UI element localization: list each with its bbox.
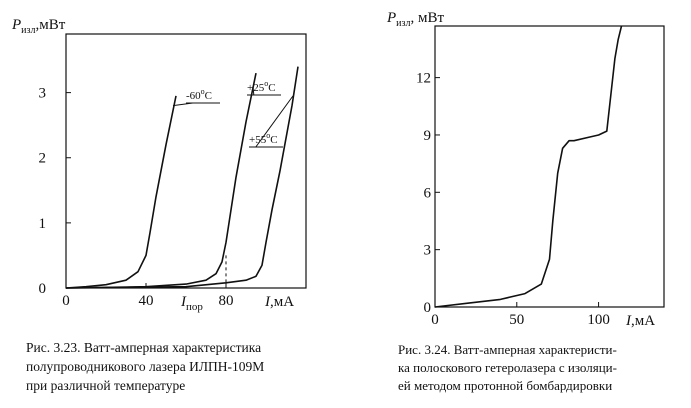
- caption-line: Рис. 3.23. Ватт-амперная характеристика: [26, 340, 262, 355]
- x-tick-label: 50: [509, 312, 524, 328]
- caption-line: ей методом протонной бомбардировки: [398, 378, 613, 393]
- chart2-plot-frame: [434, 25, 665, 308]
- chart1-ylabel: Pизл,мВт: [11, 17, 66, 36]
- x-tick-label: 80: [219, 293, 234, 309]
- caption-line: полупроводникового лазера ИЛПН-109М: [26, 359, 265, 374]
- series-label: +25oC: [247, 79, 276, 94]
- y-tick-label: 0: [424, 300, 432, 316]
- caption-line: ка полоскового гетеролазера с изоляци-: [398, 360, 617, 375]
- series-line: [65, 95, 177, 289]
- y-tick-label: 3: [424, 243, 432, 259]
- series-line: [65, 66, 299, 289]
- y-tick-label: 6: [424, 185, 432, 201]
- caption-line: при различной температуре: [26, 378, 186, 393]
- y-tick-label: 12: [416, 71, 431, 87]
- y-tick-label: 9: [424, 128, 432, 144]
- chart-heterolaser: Pизл, мВт 0 3 6 9 12 0 50 100 I,мА: [386, 10, 665, 329]
- y-tick-label: 0: [39, 281, 47, 297]
- series-label: -60oC: [186, 87, 212, 102]
- chart1-series-labels: -60oC +25oC +55oC: [172, 79, 294, 148]
- figure-3-24-caption: Рис. 3.24. Ватт-амперная характеристи- к…: [398, 341, 684, 395]
- series-line: [434, 25, 623, 308]
- caption-line: Рис. 3.24. Ватт-амперная характеристи-: [398, 342, 617, 357]
- chart1-threshold-label: Iпор: [180, 294, 203, 313]
- chart2-series: [434, 25, 623, 308]
- chart1-plot-frame: [65, 33, 307, 289]
- x-tick-label: 100: [587, 312, 610, 328]
- series-line: [65, 72, 257, 289]
- chart1-xlabel: I,мА: [264, 294, 294, 310]
- chart1-ticks: 0 1 2 3 0 40 80: [39, 86, 234, 309]
- chart1-series: [65, 66, 299, 289]
- x-tick-label: 0: [62, 293, 70, 309]
- x-tick-label: 40: [139, 293, 154, 309]
- chart2-ticks: 0 3 6 9 12 0 50 100: [416, 71, 610, 328]
- figure-3-23-caption: Рис. 3.23. Ватт-амперная характеристика …: [26, 338, 326, 395]
- y-tick-label: 1: [39, 216, 47, 232]
- label-leader-line: [172, 102, 193, 107]
- x-tick-label: 0: [431, 312, 439, 328]
- y-tick-label: 2: [39, 151, 47, 167]
- y-tick-label: 3: [39, 86, 47, 102]
- label-leader-line: [252, 86, 255, 96]
- series-label: +55oC: [249, 131, 278, 146]
- label-leader-line: [255, 95, 294, 148]
- chart2-ylabel: Pизл, мВт: [386, 10, 444, 29]
- chart2-xlabel: I,мА: [625, 313, 655, 329]
